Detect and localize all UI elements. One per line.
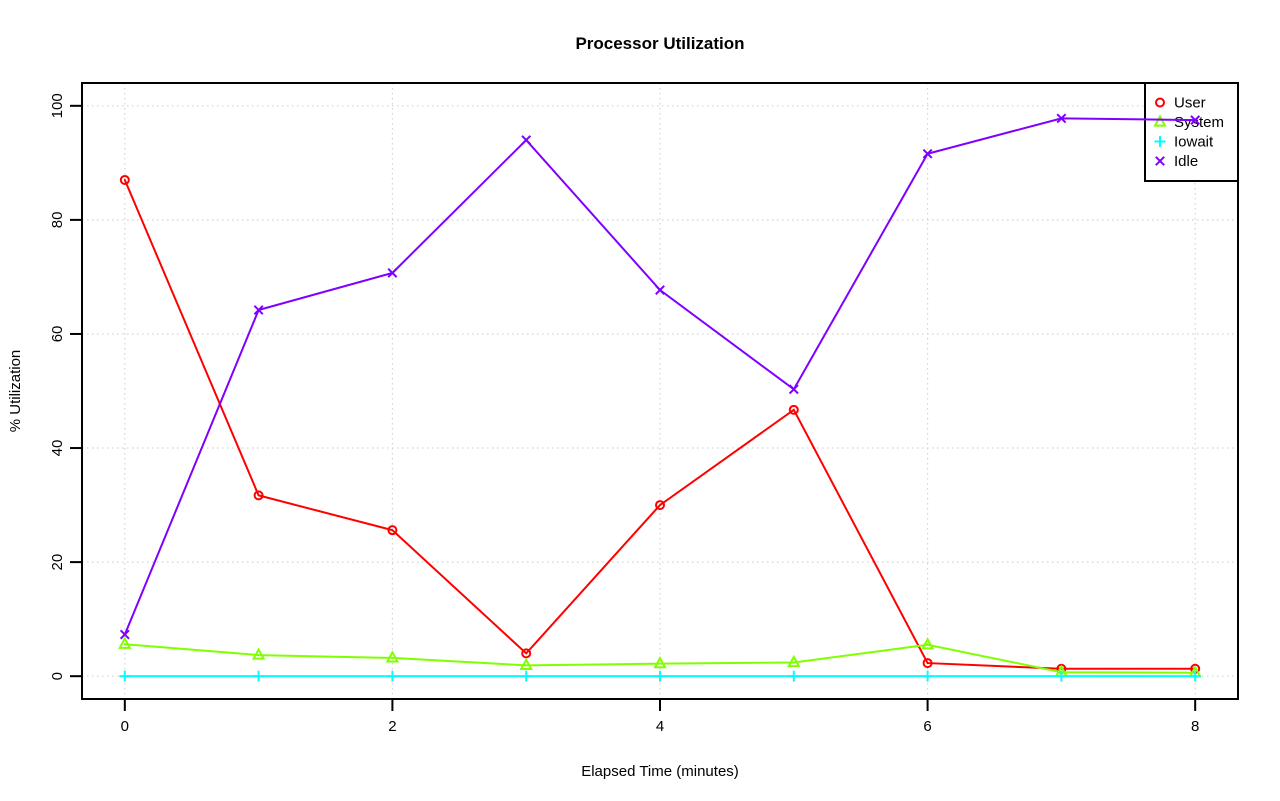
series-idle-marker-3 <box>521 135 532 145</box>
y-axis-title: % Utilization <box>7 350 24 433</box>
series-iowait-marker-7 <box>1055 670 1067 682</box>
series-user-marker-2 <box>387 525 398 536</box>
series-iowait-marker-4 <box>654 670 666 682</box>
legend-item-idle: Idle <box>1155 153 1198 170</box>
series-idle-marker-5 <box>788 384 799 395</box>
y-tick-label-100: 100 <box>49 93 66 118</box>
series-idle-marker-1 <box>253 305 264 315</box>
series-iowait <box>119 670 1201 682</box>
series-idle-line <box>123 117 1197 636</box>
series-user-marker-5 <box>788 404 799 415</box>
series-idle-marker-6 <box>922 148 933 159</box>
series-layer <box>118 174 1202 682</box>
legend-marker-system <box>1153 114 1167 127</box>
series-iowait-marker-6 <box>922 670 934 682</box>
y-tick-label-20: 20 <box>49 554 66 571</box>
series-system-marker-1 <box>251 647 266 660</box>
series-system-marker-0 <box>118 636 132 649</box>
series-user-marker-1 <box>253 490 264 501</box>
series-idle-marker-7 <box>1056 113 1067 124</box>
series-idle-marker-2 <box>387 268 398 278</box>
y-tick-label-0: 0 <box>49 672 66 680</box>
series-user-marker-6 <box>922 658 933 669</box>
y-tick-label-60: 60 <box>49 326 66 343</box>
legend-marker-iowait <box>1154 136 1166 147</box>
legend-marker-user <box>1155 97 1165 108</box>
y-tick-label-80: 80 <box>49 212 66 229</box>
legend-item-user: User <box>1155 95 1206 112</box>
x-tick-label-4: 4 <box>656 718 664 735</box>
y-tick-label-40: 40 <box>49 440 66 457</box>
series-system-marker-6 <box>920 637 935 650</box>
x-tick-label-8: 8 <box>1191 718 1199 735</box>
x-tick-label-0: 0 <box>121 718 129 735</box>
series-iowait-marker-3 <box>520 670 532 682</box>
series-user <box>119 174 1201 674</box>
series-system-marker-4 <box>653 655 667 669</box>
chart-title: Processor Utilization <box>575 34 744 53</box>
x-axis-title: Elapsed Time (minutes) <box>581 763 739 780</box>
series-idle <box>119 113 1201 640</box>
series-iowait-marker-2 <box>386 670 398 682</box>
overlay-series-layer <box>119 113 1201 640</box>
legend-label-idle: Idle <box>1174 153 1198 170</box>
series-user-line <box>123 178 1197 670</box>
series-system-marker-5 <box>787 654 801 668</box>
plot-box <box>81 82 1239 700</box>
series-user-marker-3 <box>521 648 532 659</box>
series-system-marker-3 <box>519 657 533 670</box>
series-system-marker-2 <box>385 650 400 663</box>
legend-marker-idle <box>1155 156 1165 166</box>
series-iowait-marker-8 <box>1189 670 1201 682</box>
legend-label-iowait: Iowait <box>1174 134 1214 151</box>
x-tick-label-2: 2 <box>388 718 396 735</box>
x-tick-label-6: 6 <box>923 718 931 735</box>
series-idle-marker-4 <box>655 285 665 295</box>
legend-label-user: User <box>1174 95 1206 112</box>
legend-item-iowait: Iowait <box>1154 134 1214 151</box>
series-user-marker-0 <box>119 174 130 185</box>
series-idle-marker-0 <box>119 629 130 640</box>
series-system-line <box>123 643 1197 674</box>
series-iowait-marker-1 <box>253 670 265 682</box>
series-user-marker-4 <box>655 500 665 511</box>
series-iowait-marker-0 <box>119 670 131 682</box>
series-iowait-marker-5 <box>788 670 800 682</box>
grid-layer <box>82 83 1238 699</box>
series-idle-marker-8 <box>1190 115 1201 125</box>
